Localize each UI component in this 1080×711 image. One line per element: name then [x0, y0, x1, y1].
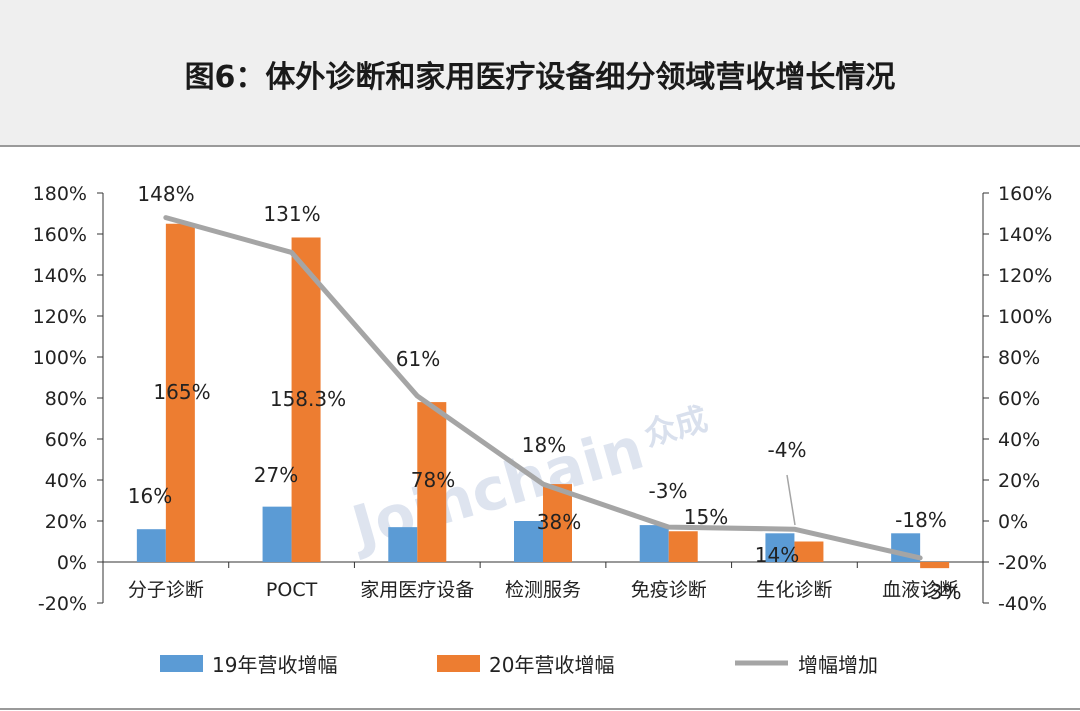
- right-tick-label: -20%: [998, 552, 1047, 574]
- bar-19: [639, 525, 669, 562]
- category-label: POCT: [266, 579, 318, 601]
- bar-19: [136, 529, 166, 562]
- right-tick-label: -40%: [998, 593, 1047, 615]
- right-tick-label: 0%: [998, 511, 1028, 533]
- left-tick-label: 180%: [33, 183, 87, 205]
- data-label-20: 15%: [684, 505, 728, 529]
- category-label: 生化诊断: [756, 579, 832, 601]
- left-tick-label: 80%: [45, 388, 87, 410]
- line-series: [163, 215, 923, 561]
- data-label-19: 14%: [755, 543, 799, 567]
- axes: -20% 0% 20% 40% 60% 80% 100% 120% 140% 160% 180% -4…: [33, 183, 1053, 615]
- bar-20: [291, 237, 321, 563]
- watermark-text: Joinchain: [341, 414, 651, 563]
- data-label-line: -18%: [895, 508, 947, 532]
- right-tick-label: 60%: [998, 388, 1040, 410]
- bar-20: [920, 562, 950, 569]
- right-tick-label: 100%: [998, 306, 1052, 328]
- legend-label-20: 20年营收增幅: [489, 653, 614, 677]
- left-tick-label: 40%: [45, 470, 87, 492]
- category-label: 免疫诊断: [631, 579, 707, 601]
- bar-20: [543, 484, 572, 562]
- data-label-line: 61%: [396, 347, 440, 371]
- legend: 19年营收增幅 20年营收增幅 增幅增加: [160, 653, 878, 677]
- data-label-20: 38%: [537, 510, 581, 534]
- right-tick-label: 120%: [998, 265, 1052, 287]
- bar-19: [765, 533, 795, 562]
- left-tick-label: -20%: [38, 593, 87, 615]
- data-label-20: -3%: [923, 580, 962, 604]
- category-label: 分子诊断: [128, 579, 204, 601]
- bars: [136, 223, 950, 569]
- title-bar: 图6：体外诊断和家用医疗设备细分领域营收增长情况: [0, 0, 1080, 147]
- bar-19: [514, 521, 543, 562]
- left-tick-label: 160%: [33, 224, 87, 246]
- watermark-brand: 众成: [640, 400, 712, 454]
- right-tick-label: 140%: [998, 224, 1052, 246]
- bottom-divider: [0, 708, 1080, 710]
- data-labels: 16%27%14%165% 158.3%78%38% 15%-3%148%131%6…: [128, 182, 962, 604]
- data-label-line: -4%: [768, 438, 807, 462]
- legend-swatch-19: [160, 655, 203, 672]
- data-label-19: 16%: [128, 484, 172, 508]
- left-tick-label: 0%: [57, 552, 87, 574]
- category-label: 检测服务: [505, 579, 581, 601]
- left-tick-label: 100%: [33, 347, 87, 369]
- legend-label-19: 19年营收增幅: [212, 653, 337, 677]
- line-increase: [163, 215, 923, 561]
- right-tick-label: 40%: [998, 429, 1040, 451]
- legend-swatch-20: [437, 655, 480, 672]
- left-tick-label: 60%: [45, 429, 87, 451]
- data-label-20: 78%: [411, 468, 455, 492]
- right-tick-label: 160%: [998, 183, 1052, 205]
- left-tick-label: 120%: [33, 306, 87, 328]
- bar-20: [794, 541, 824, 562]
- data-label-line: -3%: [649, 479, 688, 503]
- bar-20: [668, 531, 698, 562]
- page-title: 图6：体外诊断和家用医疗设备细分领域营收增长情况: [184, 60, 896, 95]
- data-label-19: 27%: [254, 463, 298, 487]
- left-tick-label: 20%: [45, 511, 87, 533]
- bar-19: [388, 527, 418, 562]
- bar-19: [262, 506, 292, 562]
- left-tick-label: 140%: [33, 265, 87, 287]
- data-label-20: 165%: [153, 380, 210, 404]
- category-label: 家用医疗设备: [360, 579, 474, 601]
- data-label-line: 131%: [263, 202, 320, 226]
- data-label-20: 158.3%: [270, 387, 346, 411]
- label-leader-line: [786, 474, 796, 526]
- data-label-line: 148%: [137, 182, 194, 206]
- bar-20: [417, 402, 447, 562]
- right-tick-label: 20%: [998, 470, 1040, 492]
- legend-label-line: 增幅增加: [798, 653, 878, 677]
- right-tick-label: 80%: [998, 347, 1040, 369]
- category-label: 血液诊断: [882, 579, 958, 601]
- bar-20: [165, 223, 195, 562]
- data-label-line: 18%: [522, 433, 566, 457]
